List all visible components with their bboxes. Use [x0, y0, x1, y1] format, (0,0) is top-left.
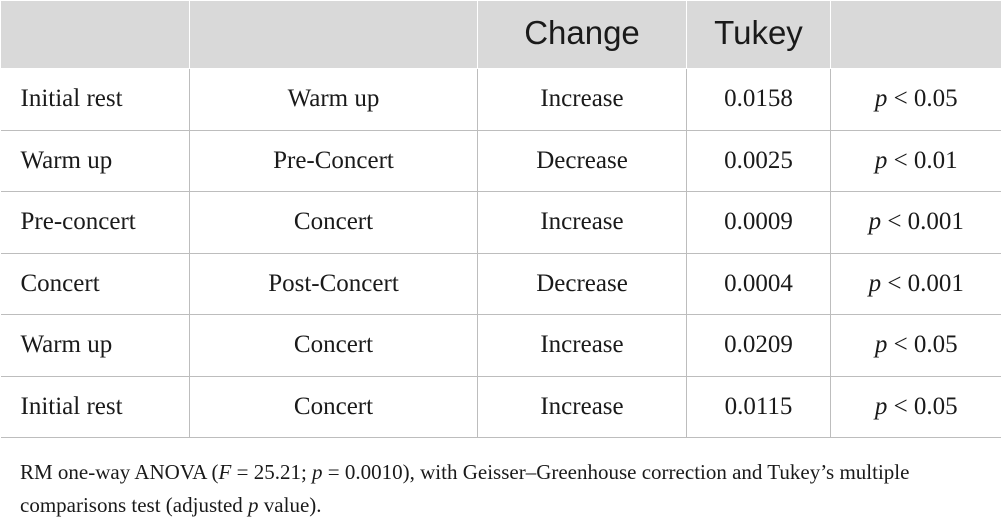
- cell-significance: p < 0.001: [830, 191, 1001, 254]
- cell-to: Concert: [189, 375, 478, 438]
- p-symbol: p: [868, 208, 882, 236]
- cell-from: Warm up: [0, 314, 190, 377]
- cell-change: Decrease: [477, 129, 687, 192]
- cell-to: Concert: [189, 191, 478, 254]
- header-tukey: Tukey: [686, 0, 831, 69]
- cell-significance: p < 0.01: [830, 129, 1001, 192]
- cell-from: Initial rest: [0, 375, 190, 438]
- p-symbol: p: [874, 392, 888, 420]
- p-symbol: p: [874, 146, 888, 174]
- f-symbol: F: [218, 460, 232, 484]
- cell-change: Decrease: [477, 252, 687, 315]
- footnote-text: value).: [258, 493, 322, 517]
- cell-tukey: 0.0025: [686, 129, 831, 192]
- header-change: Change: [477, 0, 687, 69]
- table-row: Initial rest Warm up Increase 0.0158 p <…: [0, 68, 1001, 131]
- cell-change: Increase: [477, 314, 687, 377]
- cell-to: Concert: [189, 314, 478, 377]
- footnote-text: = 0.0010), with Geisser–Greenhouse corre…: [20, 460, 910, 517]
- p-symbol: p: [312, 460, 323, 484]
- cell-change: Increase: [477, 191, 687, 254]
- p-symbol: p: [248, 493, 259, 517]
- cell-from: Pre-concert: [0, 191, 190, 254]
- p-threshold: < 0.01: [887, 146, 958, 174]
- tukey-results-table: Change Tukey Initial rest Warm up Increa…: [0, 0, 1001, 438]
- header-col-1: [0, 0, 190, 69]
- p-symbol: p: [874, 85, 888, 113]
- p-threshold: < 0.05: [887, 331, 958, 359]
- header-col-5: [830, 0, 1001, 69]
- table-row: Pre-concert Concert Increase 0.0009 p < …: [0, 191, 1001, 254]
- header-row: Change Tukey: [0, 0, 1001, 69]
- cell-significance: p < 0.001: [830, 252, 1001, 315]
- cell-tukey: 0.0209: [686, 314, 831, 377]
- cell-significance: p < 0.05: [830, 314, 1001, 377]
- cell-significance: p < 0.05: [830, 375, 1001, 438]
- cell-tukey: 0.0115: [686, 375, 831, 438]
- cell-tukey: 0.0004: [686, 252, 831, 315]
- p-symbol: p: [874, 331, 888, 359]
- cell-to: Post-Concert: [189, 252, 478, 315]
- header-col-2: [189, 0, 478, 69]
- table-row: Warm up Concert Increase 0.0209 p < 0.05: [0, 314, 1001, 377]
- table-row: Warm up Pre-Concert Decrease 0.0025 p < …: [0, 129, 1001, 192]
- cell-significance: p < 0.05: [830, 68, 1001, 131]
- cell-from: Warm up: [0, 129, 190, 192]
- table-footnote: RM one-way ANOVA (F = 25.21; p = 0.0010)…: [20, 456, 980, 522]
- p-symbol: p: [868, 269, 882, 297]
- table-row: Initial rest Concert Increase 0.0115 p <…: [0, 375, 1001, 438]
- table-header: Change Tukey: [0, 0, 1001, 69]
- cell-change: Increase: [477, 68, 687, 131]
- p-threshold: < 0.05: [887, 85, 958, 113]
- footnote-text: = 25.21;: [231, 460, 313, 484]
- table-body: Initial rest Warm up Increase 0.0158 p <…: [0, 68, 1001, 438]
- cell-tukey: 0.0009: [686, 191, 831, 254]
- table-row: Concert Post-Concert Decrease 0.0004 p <…: [0, 252, 1001, 315]
- p-threshold: < 0.001: [881, 269, 964, 297]
- cell-change: Increase: [477, 375, 687, 438]
- footnote-text: RM one-way ANOVA (: [20, 460, 219, 484]
- p-threshold: < 0.001: [881, 208, 964, 236]
- cell-tukey: 0.0158: [686, 68, 831, 131]
- cell-from: Initial rest: [0, 68, 190, 131]
- cell-from: Concert: [0, 252, 190, 315]
- cell-to: Pre-Concert: [189, 129, 478, 192]
- cell-to: Warm up: [189, 68, 478, 131]
- p-threshold: < 0.05: [887, 392, 958, 420]
- results-table-container: Change Tukey Initial rest Warm up Increa…: [0, 0, 1001, 438]
